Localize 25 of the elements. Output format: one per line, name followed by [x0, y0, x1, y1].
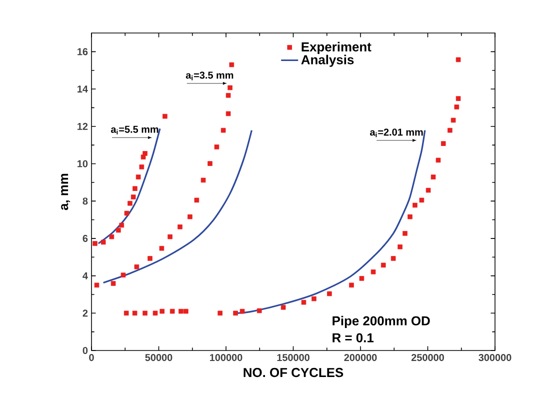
- annotation: a$_{i}$=5.5 mm: [110, 126, 158, 134]
- y-tick-label: 6: [82, 234, 88, 242]
- y-tick-label: 10: [78, 160, 88, 168]
- legend-label: Analysis: [301, 54, 354, 67]
- x-tick-label: 200000: [344, 354, 377, 362]
- y-tick-label: 16: [78, 48, 88, 56]
- x-tick-label: 0: [89, 354, 94, 362]
- annotation: Pipe 200mm OD: [332, 316, 430, 328]
- y-tick-label: 14: [78, 86, 88, 92]
- x-axis-title: NO. OF CYCLES: [244, 368, 344, 378]
- y-tick-label: 2: [82, 310, 88, 317]
- annotation: a$_{i}$=3.5 mm: [186, 72, 234, 80]
- x-tick-label: 300000: [478, 354, 512, 362]
- x-tick-label: 250000: [411, 354, 444, 362]
- y-tick-label: 0: [82, 346, 88, 354]
- x-tick-label: 150000: [277, 354, 310, 362]
- y-tick-label: 8: [82, 198, 88, 205]
- y-tick-label: 4: [82, 272, 88, 280]
- x-tick-label: 100000: [210, 354, 242, 362]
- annotation: R = 0.1: [332, 333, 374, 342]
- legend-label: Experiment: [302, 42, 372, 54]
- x-tick-label: 50000: [145, 354, 172, 362]
- y-axis-title: a, mm: [61, 174, 70, 210]
- y-tick-label: 12: [78, 122, 88, 130]
- annotation: a$_{i}$=2.01 mm: [370, 128, 423, 138]
